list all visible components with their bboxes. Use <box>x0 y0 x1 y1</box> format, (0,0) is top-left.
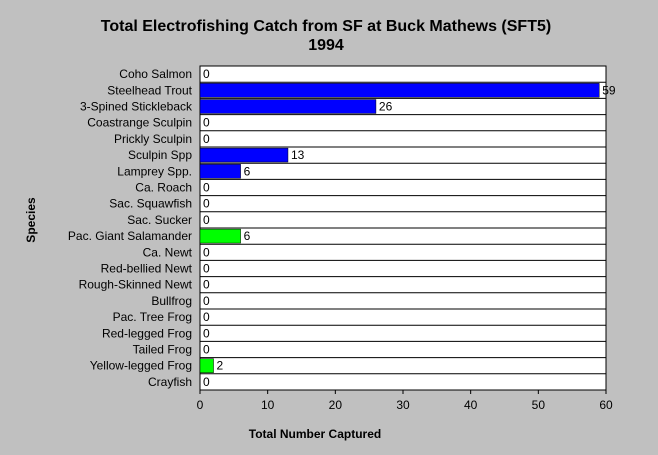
x-axis-title: Total Number Captured <box>249 427 381 441</box>
category-label: Lamprey Spp. <box>117 164 192 178</box>
data-label: 0 <box>203 343 210 357</box>
data-label: 0 <box>203 213 210 227</box>
data-label: 0 <box>203 278 210 292</box>
category-label: Red-legged Frog <box>102 326 192 340</box>
category-label: Sculpin Spp <box>128 148 192 162</box>
data-label: 0 <box>203 116 210 130</box>
bar <box>199 147 289 163</box>
category-label: Coho Salmon <box>119 67 192 81</box>
bar <box>199 83 600 98</box>
data-label: 2 <box>217 359 224 373</box>
bar <box>199 228 241 244</box>
x-axis-ticks: 0 10 20 30 40 50 60 <box>197 390 613 412</box>
category-label: Yellow-legged Frog <box>90 359 192 373</box>
data-label: 0 <box>203 294 210 308</box>
category-label: Pac. Tree Frog <box>113 310 192 324</box>
x-tick-label: 20 <box>329 398 343 412</box>
data-label: 6 <box>244 164 251 178</box>
data-label: 0 <box>203 310 210 324</box>
data-label: 0 <box>203 326 210 340</box>
x-tick-label: 50 <box>532 398 546 412</box>
category-label: Ca. Newt <box>143 245 193 259</box>
category-label: Rough-Skinned Newt <box>79 278 193 292</box>
category-label: Sac. Squawfish <box>109 197 192 211</box>
category-label: Sac. Sucker <box>127 213 192 227</box>
data-label: 0 <box>203 262 210 276</box>
chart-subtitle: 1994 <box>308 37 344 54</box>
category-label: Crayfish <box>148 375 192 389</box>
bar <box>199 164 241 179</box>
data-label: 13 <box>291 148 305 162</box>
data-label: 0 <box>203 67 210 81</box>
x-tick-label: 60 <box>599 398 613 412</box>
data-label: 0 <box>203 375 210 389</box>
x-tick-label: 0 <box>197 398 204 412</box>
category-label: Steelhead Trout <box>107 83 192 97</box>
category-label: Bullfrog <box>151 294 192 308</box>
data-label: 0 <box>203 132 210 146</box>
category-label: 3-Spined Stickleback <box>80 100 193 114</box>
category-label: Ca. Roach <box>135 181 192 195</box>
category-label: Red-bellied Newt <box>101 262 193 276</box>
data-label: 0 <box>203 181 210 195</box>
data-label: 26 <box>379 100 393 114</box>
data-label: 0 <box>203 197 210 211</box>
x-tick-label: 40 <box>464 398 478 412</box>
gridlines <box>200 81 606 375</box>
y-axis-title: Species <box>24 197 38 243</box>
category-label: Coastrange Sculpin <box>87 116 192 130</box>
bar <box>199 358 214 373</box>
category-labels: Coho Salmon Steelhead Trout 3-Spined Stick… <box>68 67 193 389</box>
category-label: Prickly Sculpin <box>114 132 192 146</box>
data-label: 0 <box>203 245 210 259</box>
chart-title: Total Electrofishing Catch from SF at Bu… <box>101 18 551 35</box>
x-tick-label: 10 <box>261 398 275 412</box>
x-tick-label: 30 <box>396 398 410 412</box>
category-label: Tailed Frog <box>133 343 192 357</box>
category-label: Pac. Giant Salamander <box>68 229 192 243</box>
data-label: 59 <box>602 83 616 97</box>
bar <box>199 99 377 114</box>
bars <box>199 83 600 373</box>
data-label: 6 <box>244 229 251 243</box>
